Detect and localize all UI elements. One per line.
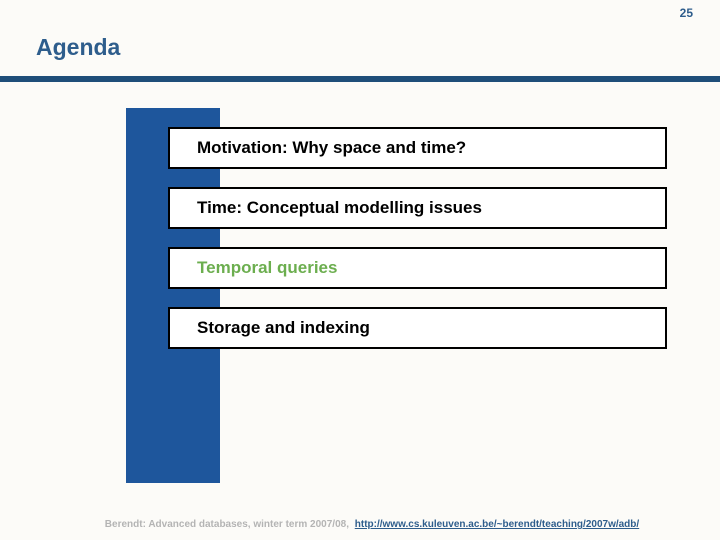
footer-link[interactable]: http://www.cs.kuleuven.ac.be/~berendt/te… [354, 519, 640, 530]
footer: Berendt: Advanced databases, winter term… [24, 519, 720, 530]
agenda-item-storage-indexing: Storage and indexing [168, 307, 667, 349]
agenda-item-motivation: Motivation: Why space and time? [168, 127, 667, 169]
agenda-item-time-conceptual-modelling: Time: Conceptual modelling issues [168, 187, 667, 229]
title-rule-divider [0, 76, 720, 82]
agenda-item-temporal-queries: Temporal queries [168, 247, 667, 289]
footer-credit-text: Berendt: Advanced databases, winter term… [104, 519, 349, 530]
page-number: 25 [679, 6, 693, 20]
slide-title: Agenda [36, 34, 121, 60]
accent-bar [126, 108, 220, 483]
